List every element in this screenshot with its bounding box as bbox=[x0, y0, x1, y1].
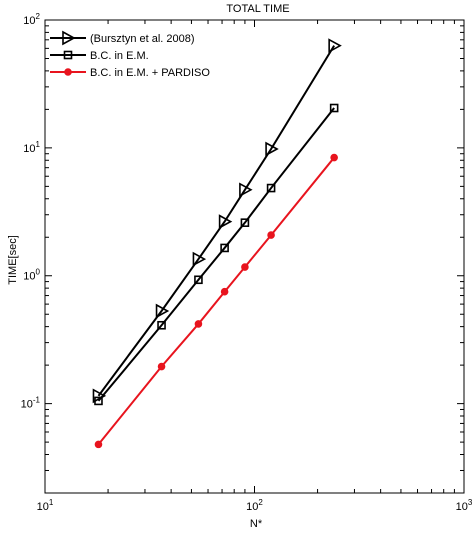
x-tick-label: 103 bbox=[456, 498, 473, 513]
square-marker bbox=[240, 218, 250, 227]
legend-item: (Bursztyn et al. 2008) bbox=[50, 30, 195, 46]
circle-marker bbox=[220, 287, 229, 296]
square-marker bbox=[194, 275, 203, 285]
series-0 bbox=[92, 38, 342, 404]
x-tick-label: 102 bbox=[246, 498, 263, 513]
series-layer bbox=[92, 38, 342, 449]
series-line bbox=[97, 156, 335, 446]
y-axis-label: TIME[sec] bbox=[7, 235, 19, 285]
triangle-marker bbox=[328, 38, 342, 54]
triangle-marker bbox=[265, 141, 279, 157]
chart-title: TOTAL TIME bbox=[226, 3, 289, 15]
series-1 bbox=[94, 103, 339, 406]
circle-marker bbox=[330, 153, 338, 162]
circle-marker bbox=[241, 263, 249, 271]
triangle-marker bbox=[239, 182, 253, 198]
square-marker bbox=[94, 396, 103, 406]
legend-label: (Bursztyn et al. 2008) bbox=[90, 33, 195, 45]
circle-marker bbox=[64, 68, 72, 76]
series-line bbox=[97, 107, 335, 402]
triangle-marker bbox=[155, 303, 170, 319]
y-tick-label: 101 bbox=[23, 140, 40, 155]
legend-label: B.C. in E.M. bbox=[90, 50, 149, 62]
x-tick-label: 101 bbox=[37, 498, 54, 513]
square-marker bbox=[329, 103, 339, 113]
circle-marker bbox=[267, 231, 275, 239]
square-marker bbox=[63, 50, 73, 60]
series-2 bbox=[94, 153, 338, 449]
triangle-marker bbox=[192, 251, 207, 267]
legend: (Bursztyn et al. 2008) B.C. in E.M. B.C. i… bbox=[50, 30, 210, 79]
circle-marker bbox=[157, 362, 166, 371]
y-tick-label: 102 bbox=[23, 12, 40, 27]
circle-marker bbox=[194, 320, 203, 328]
square-marker bbox=[220, 243, 229, 253]
triangle-marker bbox=[218, 214, 233, 229]
y-tick-label: 10-1 bbox=[21, 396, 41, 411]
circle-marker bbox=[94, 440, 103, 449]
legend-item: B.C. in E.M. + PARDISO bbox=[50, 67, 210, 79]
y-tick-label: 100 bbox=[23, 268, 40, 283]
series-line bbox=[97, 45, 336, 397]
legend-item: B.C. in E.M. bbox=[50, 50, 149, 62]
legend-label: B.C. in E.M. + PARDISO bbox=[90, 67, 210, 79]
triangle-marker bbox=[62, 30, 76, 46]
axis-ticks: 101 102 103 10-1 100 101 102 bbox=[21, 12, 473, 513]
x-axis-label: N* bbox=[250, 518, 263, 530]
square-marker bbox=[157, 320, 166, 330]
square-marker bbox=[266, 183, 276, 193]
